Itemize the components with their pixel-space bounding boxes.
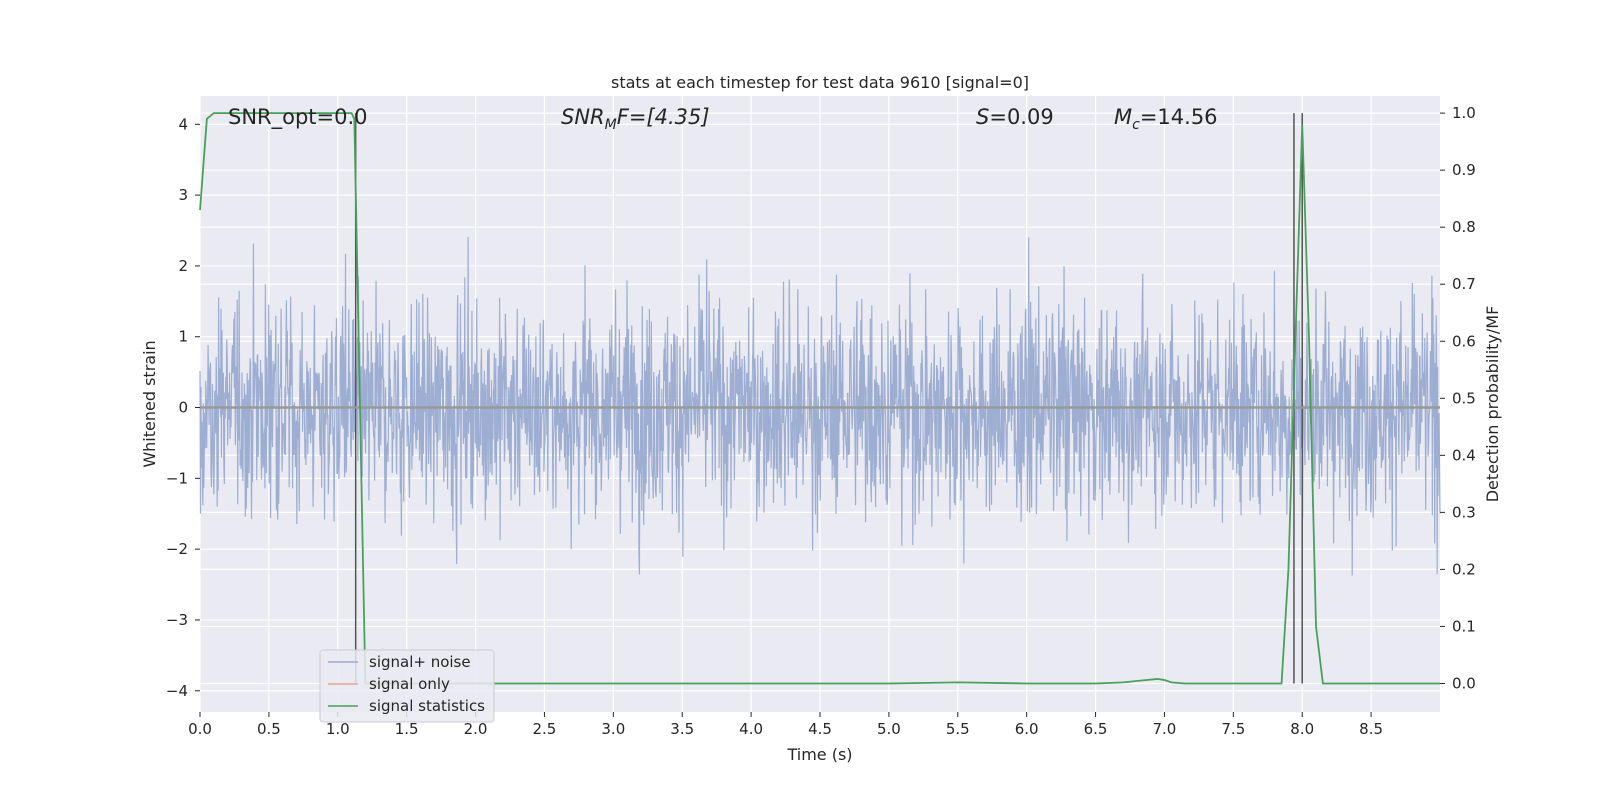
annotation-s-main: S <box>976 105 989 129</box>
y-tick-label: −2 <box>166 540 188 558</box>
grid <box>199 96 1440 712</box>
legend-label-signal-only: signal only <box>369 675 450 693</box>
series-signal-statistics <box>199 112 1440 685</box>
y2-tick-label: 0.7 <box>1452 275 1476 293</box>
annotation-mc-sub: c <box>1132 117 1140 133</box>
annotation-snr-mf: SNRMF=[4.35] <box>561 105 710 133</box>
annotation-mc-rest: =14.56 <box>1140 105 1218 129</box>
y2-tick-label: 0.4 <box>1452 446 1476 464</box>
y-tick-label: 3 <box>178 186 188 204</box>
annotation-mc-main: M <box>1114 105 1132 129</box>
legend: signal+ noise signal only signal statist… <box>319 649 495 723</box>
y-tick-label: 4 <box>178 115 188 133</box>
y-tick-label: 2 <box>178 257 188 275</box>
x-tick-label: 6.5 <box>1084 720 1108 738</box>
x-tick-label: 1.5 <box>395 720 419 738</box>
annotation-s: S=0.09 <box>976 105 1054 129</box>
x-axis-ticks: 0.0 0.5 1.0 1.5 2.0 2.5 3.0 3.5 4.0 4.5 5.0 5.5 6.0 6… <box>188 712 1383 738</box>
annotation-mc: Mc=14.56 <box>1114 105 1218 133</box>
x-tick-label: 2.5 <box>533 720 557 738</box>
y-tick-label: 1 <box>178 328 188 346</box>
y2-tick-label: 0.1 <box>1452 617 1476 635</box>
x-tick-label: 5.0 <box>877 720 901 738</box>
x-tick-label: 3.5 <box>670 720 694 738</box>
y-axis-label: Whitened strain <box>140 340 159 467</box>
y2-tick-label: 0.3 <box>1452 503 1476 521</box>
y2-tick-label: 1.0 <box>1452 104 1476 122</box>
y-tick-label: −3 <box>166 611 188 629</box>
annotation-snr-mf-sub: M <box>605 117 617 133</box>
x-tick-label: 0.5 <box>257 720 281 738</box>
x-tick-label: 6.0 <box>1015 720 1039 738</box>
series-signal-noise <box>199 236 1441 576</box>
y-tick-label: 0 <box>178 399 188 417</box>
legend-box <box>319 649 495 723</box>
y-tick-label: −1 <box>166 469 188 487</box>
y2-axis-ticks: 1.0 0.9 0.8 0.7 0.6 0.5 0.4 0.3 0.2 0.1 0.0 <box>1440 104 1476 692</box>
y2-axis-label: Detection probability/MF <box>1483 306 1502 503</box>
x-tick-label: 5.5 <box>946 720 970 738</box>
y2-tick-label: 0.9 <box>1452 161 1476 179</box>
annotation-snr-mf-rest: F=[4.35] <box>617 105 710 129</box>
x-tick-label: 2.0 <box>464 720 488 738</box>
y2-tick-label: 0.6 <box>1452 332 1476 350</box>
x-axis-label: Time (s) <box>786 745 852 764</box>
signal-statistics-line <box>199 112 1440 685</box>
x-tick-label: 4.0 <box>739 720 763 738</box>
y2-tick-label: 0.8 <box>1452 218 1476 236</box>
annotation-s-rest: =0.09 <box>989 105 1053 129</box>
legend-label-signal-noise: signal+ noise <box>369 653 471 671</box>
x-tick-label: 1.0 <box>326 720 350 738</box>
x-tick-label: 3.0 <box>601 720 625 738</box>
y2-tick-label: 0.2 <box>1452 560 1476 578</box>
annotation-snr-opt: SNR_opt=0.0 <box>228 105 368 130</box>
x-tick-label: 8.0 <box>1290 720 1314 738</box>
chart-title: stats at each timestep for test data 961… <box>611 73 1029 92</box>
signal-noise-line <box>199 236 1441 576</box>
y2-tick-label: 0.5 <box>1452 389 1476 407</box>
annotation-snr-mf-main: SNR <box>561 105 605 129</box>
y2-tick-label: 0.0 <box>1452 674 1476 692</box>
x-tick-label: 7.5 <box>1221 720 1245 738</box>
y-tick-label: −4 <box>166 682 188 700</box>
y-axis-ticks: 4 3 2 1 0 −1 −2 −3 −4 <box>166 115 200 700</box>
legend-label-signal-statistics: signal statistics <box>369 697 485 715</box>
x-tick-label: 7.0 <box>1153 720 1177 738</box>
x-tick-label: 0.0 <box>188 720 212 738</box>
x-tick-label: 8.5 <box>1359 720 1383 738</box>
x-tick-label: 4.5 <box>808 720 832 738</box>
